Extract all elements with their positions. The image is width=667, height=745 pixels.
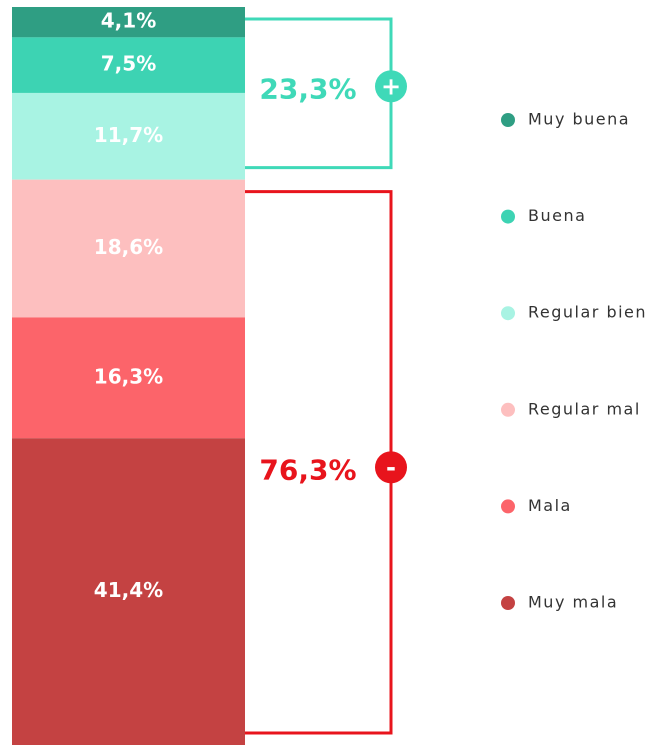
value-label: 16,3% [94,364,163,388]
value-label: 11,7% [94,123,163,147]
annotation-label: 76,3% [259,453,356,486]
legend-dot [501,306,515,321]
value-label: 18,6% [94,235,163,259]
legend-label: Muy buena [528,110,630,129]
bar-segment [12,37,245,93]
legend-label: Regular mal [528,399,641,418]
legend-dot [501,113,515,127]
legend-dot [501,209,515,224]
legend-label: Mala [528,496,572,515]
value-label: 4,1% [101,9,156,33]
sign-symbol: + [381,72,401,100]
legend-dot [501,402,515,417]
bar-segment [12,179,245,318]
bar-segment [12,92,245,180]
legend-label: Regular bien [528,303,647,322]
legend-dot [501,499,515,514]
bar-segment [12,438,245,745]
legend-dot [501,596,515,610]
sign-symbol: - [386,453,396,481]
legend-label: Buena [528,206,586,225]
bar-segment [12,7,245,38]
sign-icon [375,70,407,103]
legend-label: Muy mala [528,593,618,612]
sign-icon [375,451,407,484]
bar-segment [12,317,245,439]
annotation-label: 23,3% [259,72,356,105]
value-label: 7,5% [101,52,156,76]
value-label: 41,4% [94,578,163,602]
